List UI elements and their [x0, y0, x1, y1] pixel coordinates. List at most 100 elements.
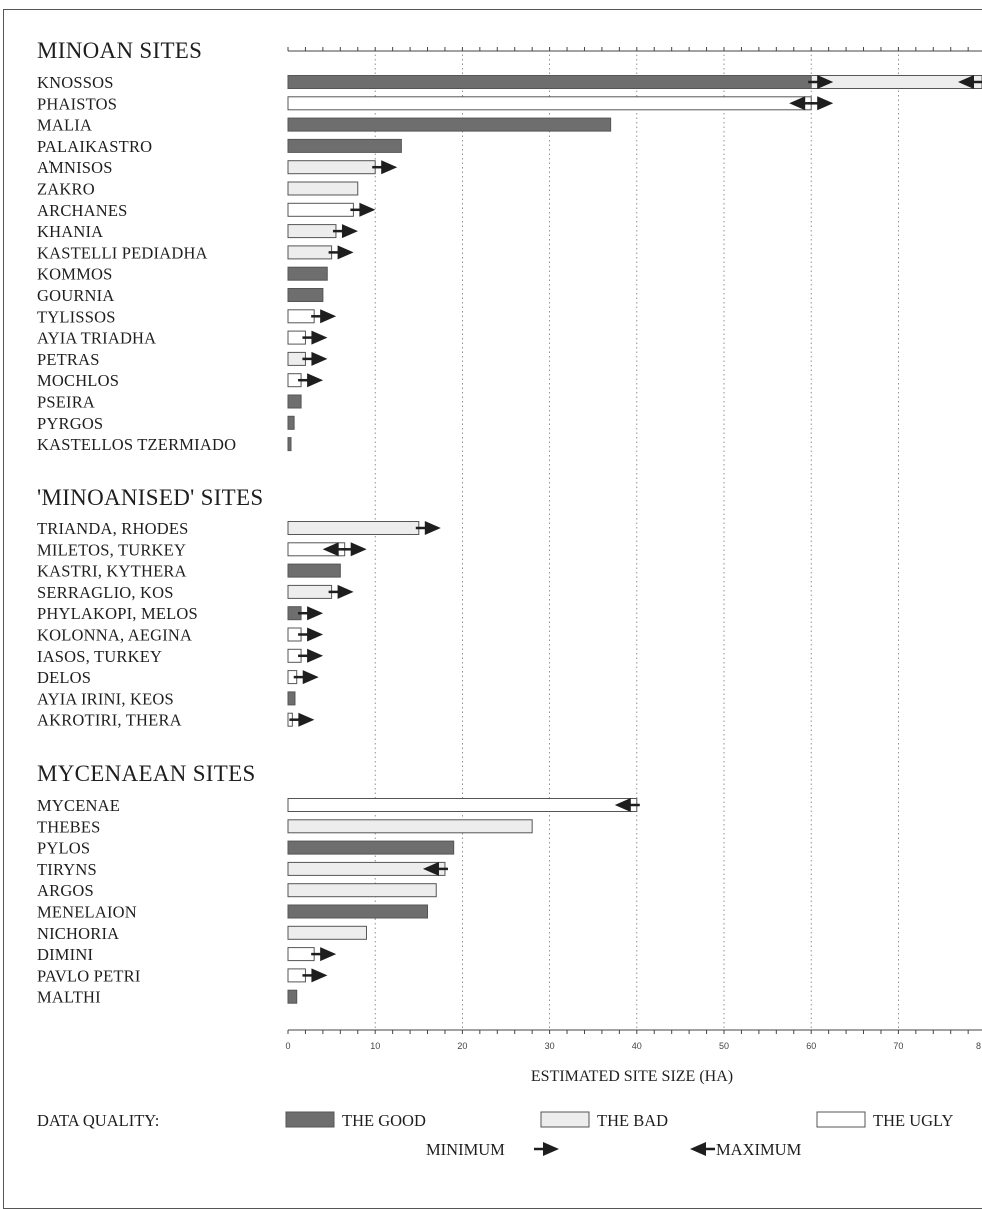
min-arrow-dimini — [320, 947, 337, 962]
site-label-mycenae: MYCENAE — [37, 796, 120, 815]
min-arrow-phylakopi-melos — [307, 606, 324, 621]
x-tick-label-20: 20 — [457, 1041, 467, 1051]
max-arrow-tiryns — [422, 861, 439, 876]
site-label-miletos-turkey: MILETOS, TURKEY — [37, 540, 186, 559]
site-label-phylakopi-melos: PHYLAKOPI, MELOS — [37, 604, 198, 623]
x-tick-label-40: 40 — [632, 1041, 642, 1051]
min-arrow-trianda-rhodes — [424, 521, 441, 535]
x-axis: 0 10 20 30 40 50 60 70 8 ESTIMATED SITE SIZE (HA) — [285, 47, 982, 1085]
site-label-dimini: DIMINI — [37, 945, 93, 964]
bar-malthi — [287, 989, 298, 1004]
min-arrow-pavlo-petri — [311, 968, 328, 983]
x-axis-title: ESTIMATED SITE SIZE (HA) — [531, 1068, 733, 1085]
site-label-argos: ARGOS — [37, 881, 94, 900]
bar-knossos — [287, 75, 812, 89]
site-label-kolonna-aegina: KOLONNA, AEGINA — [37, 626, 192, 645]
bar-khania — [287, 224, 337, 239]
site-label-kastri-kythera: KASTRI, KYTHERA — [37, 562, 187, 581]
min-arrow-miletos-turkey — [350, 542, 367, 557]
site-label-kastelli-pediadha: KASTELLI PEDIADHA — [37, 243, 208, 262]
x-tick-label-10: 10 — [370, 1041, 380, 1051]
legend-label-good: THE GOOD — [342, 1111, 426, 1130]
min-arrow-ayia-triadha — [311, 330, 328, 345]
legend-label-ugly: THE UGLY — [873, 1111, 953, 1130]
site-label-tiryns: TIRYNS — [37, 860, 97, 879]
bar-phaistos — [287, 96, 812, 111]
min-arrow-tylissos — [320, 309, 337, 324]
site-label-iasos-turkey: IASOS, TURKEY — [37, 647, 162, 666]
bar-nichoria — [287, 925, 367, 940]
min-arrow-archanes — [359, 202, 376, 217]
bar-malia — [287, 117, 612, 132]
x-tick-label-70: 70 — [893, 1041, 903, 1051]
bar-tiryns — [287, 861, 446, 876]
section-title-minoanised-sites: 'MINOANISED' SITES — [37, 485, 263, 510]
legend-title: DATA QUALITY: — [37, 1111, 159, 1130]
site-label-ayia-irini-keos: AYIA IRINI, KEOS — [37, 689, 174, 708]
bar-kastri-kythera — [287, 563, 341, 578]
min-arrow-kastelli-pediadha — [337, 245, 354, 260]
max-arrow-knossos — [958, 75, 974, 89]
site-label-thebes: THEBES — [37, 817, 101, 836]
min-arrow-akrotiri-thera — [298, 712, 315, 727]
min-arrow-serraglio-kos — [337, 584, 354, 599]
legend-maximum-arrow — [690, 1142, 706, 1156]
x-tick-label-30: 30 — [545, 1041, 555, 1051]
bar-kastelli-pediadha — [287, 245, 333, 260]
x-tick-label-50: 50 — [719, 1041, 729, 1051]
min-arrow-petras — [311, 351, 328, 366]
bar-ayia-irini-keos — [287, 691, 296, 706]
site-label-akrotiri-thera: AKROTIRI, THERA — [37, 711, 182, 730]
bar-trianda-rhodes — [287, 521, 420, 535]
min-arrow-phaistos — [817, 96, 834, 111]
legend-swatch-good — [285, 1111, 335, 1128]
site-label-pavlo-petri: PAVLO PETRI — [37, 966, 141, 985]
legend-maximum-label: MAXIMUM — [716, 1140, 802, 1159]
legend: DATA QUALITY: THE GOOD THE BAD THE UGLY MINI… — [37, 1111, 953, 1159]
site-label-tylissos: TYLISSOS — [37, 307, 116, 326]
site-label-a-mnisos: A̕MNISOS — [37, 158, 113, 177]
min-arrow-knossos — [817, 75, 834, 89]
bar-thebes — [287, 819, 533, 834]
site-label-malthi: MALTHI — [37, 988, 101, 1007]
bar-archanes — [287, 202, 354, 217]
max-arrow-miletos-turkey — [322, 542, 339, 557]
bar-pylos — [287, 840, 455, 855]
legend-label-bad: THE BAD — [597, 1111, 668, 1130]
min-arrow-khania — [341, 224, 358, 239]
site-label-kommos: KOMMOS — [37, 265, 112, 284]
site-label-petras: PETRAS — [37, 350, 100, 369]
bar-argos — [287, 883, 437, 898]
site-label-trianda-rhodes: TRIANDA, RHODES — [37, 519, 189, 538]
bar-zakro — [287, 181, 359, 196]
min-arrow-mochlos — [307, 373, 324, 388]
site-label-ayia-triadha: AYIA TRIADHA — [37, 329, 156, 348]
section-title-minoan-sites: MINOAN SITES — [37, 38, 202, 63]
x-tick-label-0: 0 — [285, 1041, 290, 1051]
bar-kommos — [287, 266, 328, 281]
bar-gournia — [287, 288, 324, 302]
site-label-menelaion: MENELAION — [37, 903, 137, 922]
site-label-phaistos: PHAISTOS — [37, 94, 117, 113]
bar-tylissos — [287, 309, 315, 324]
site-label-zakro: ZAKRO — [37, 180, 95, 199]
site-label-delos: DELOS — [37, 668, 91, 687]
site-label-pylos: PYLOS — [37, 839, 90, 858]
min-arrow-delos — [302, 670, 319, 685]
min-arrow-kolonna-aegina — [307, 627, 324, 642]
site-label-nichoria: NICHORIA — [37, 924, 119, 943]
site-label-mochlos: MOCHLOS — [37, 371, 119, 390]
legend-swatch-bad — [540, 1111, 590, 1128]
bar-menelaion — [287, 904, 429, 919]
bar-pyrgos — [287, 415, 295, 430]
legend-swatch-ugly — [816, 1111, 866, 1128]
legend-minimum-arrow — [543, 1142, 559, 1156]
section-title-mycenaean-sites: MYCENAEAN SITES — [37, 761, 256, 786]
bar-mycenae — [287, 798, 638, 812]
site-label-malia: MALIA — [37, 116, 92, 135]
labels-layer: MINOAN SITES KNOSSOS PHAISTOS MALIA PALAIKAS… — [37, 38, 263, 1007]
site-label-archanes: ARCHANES — [37, 201, 128, 220]
bars-layer — [287, 75, 982, 1004]
x-tick-label-60: 60 — [806, 1041, 816, 1051]
